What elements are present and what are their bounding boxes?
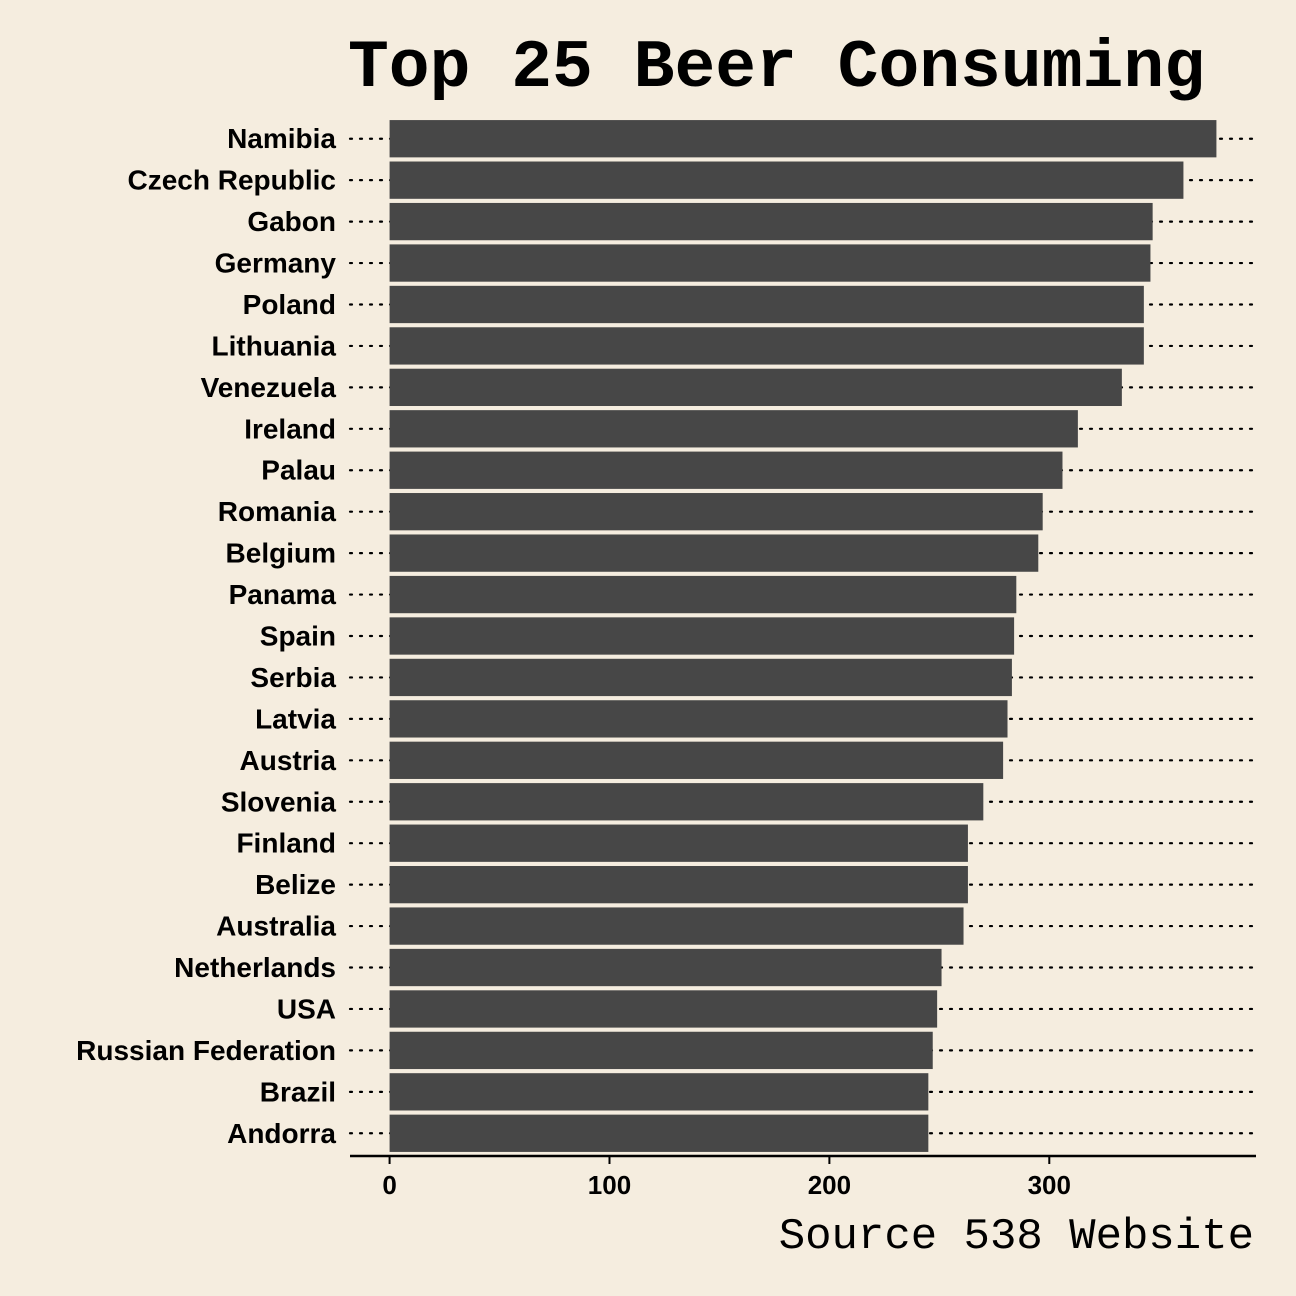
category-label: Namibia: [227, 123, 336, 154]
bar: [389, 120, 1217, 158]
category-label: Australia: [216, 911, 336, 942]
bar: [389, 741, 1004, 779]
bar: [389, 410, 1078, 448]
category-label: Lithuania: [212, 330, 337, 361]
category-label: Ireland: [244, 413, 336, 444]
category-label: Germany: [215, 248, 337, 279]
category-label: Latvia: [255, 703, 336, 734]
bar: [389, 948, 942, 987]
bar: [389, 658, 1012, 697]
category-label: Russian Federation: [76, 1035, 336, 1066]
x-tick-label: 0: [382, 1170, 396, 1200]
bar: [389, 783, 984, 821]
bar: [389, 493, 1043, 531]
bar: [389, 534, 1039, 572]
bar: [389, 824, 968, 862]
bar: [389, 990, 938, 1028]
chart-title: Top 25 Beer Consuming: [348, 30, 1205, 107]
category-label: Poland: [243, 289, 336, 320]
bar: [389, 1114, 929, 1152]
bar: [389, 368, 1122, 407]
category-label: Netherlands: [174, 952, 336, 983]
chart-caption: Source 538 Website: [779, 1212, 1254, 1262]
category-label: Slovenia: [221, 786, 337, 817]
x-tick-label: 100: [588, 1170, 631, 1200]
bar: [389, 451, 1063, 489]
bar: [389, 1073, 929, 1111]
bar: [389, 575, 1017, 614]
bar: [389, 1031, 933, 1070]
category-labels: Namibia Czech Republic Gabon Germany Poland L…: [76, 123, 336, 1149]
bar: [389, 285, 1144, 324]
category-label: Brazil: [260, 1076, 336, 1107]
category-label: USA: [277, 993, 336, 1024]
x-tick-label: 200: [808, 1170, 851, 1200]
category-label: Gabon: [247, 206, 336, 237]
bar: [389, 700, 1008, 738]
x-axis: 0 100 200 300: [350, 1154, 1256, 1200]
bar: [389, 617, 1015, 655]
category-label: Austria: [240, 745, 337, 776]
category-label: Belize: [255, 869, 336, 900]
category-label: Czech Republic: [128, 165, 336, 196]
category-label: Finland: [236, 828, 336, 859]
category-label: Palau: [261, 455, 336, 486]
bar: [389, 907, 964, 945]
bar: [389, 202, 1153, 241]
category-label: Venezuela: [201, 372, 337, 403]
category-label: Romania: [218, 496, 337, 527]
bar: [389, 865, 968, 904]
category-label: Serbia: [250, 662, 336, 693]
bar: [389, 244, 1151, 282]
category-label: Panama: [229, 579, 337, 610]
category-label: Andorra: [227, 1118, 336, 1149]
x-tick-label: 300: [1028, 1170, 1071, 1200]
category-label: Belgium: [226, 538, 336, 569]
category-label: Spain: [260, 621, 336, 652]
bar: [389, 161, 1184, 199]
bar: [389, 327, 1144, 365]
bar-series: [389, 120, 1217, 1152]
